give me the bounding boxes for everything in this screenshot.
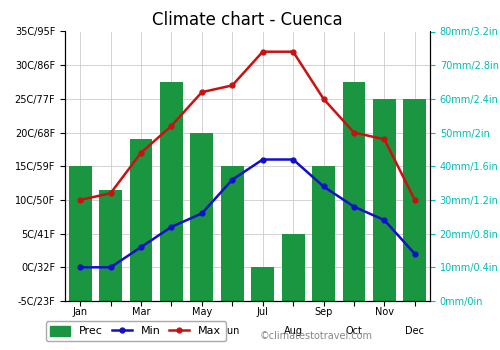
Bar xyxy=(221,166,244,301)
Legend: Prec, Min, Max: Prec, Min, Max xyxy=(46,321,226,341)
Bar xyxy=(130,139,152,301)
Bar xyxy=(312,166,335,301)
Text: Apr: Apr xyxy=(163,326,180,336)
Text: ©climatestotravel.com: ©climatestotravel.com xyxy=(260,331,373,341)
Bar xyxy=(404,99,426,301)
Title: Climate chart - Cuenca: Climate chart - Cuenca xyxy=(152,10,343,29)
Bar xyxy=(160,82,183,301)
Bar xyxy=(69,166,92,301)
Bar xyxy=(190,133,214,301)
Bar xyxy=(342,82,365,301)
Bar xyxy=(99,190,122,301)
Text: Oct: Oct xyxy=(346,326,362,336)
Text: Dec: Dec xyxy=(406,326,424,336)
Text: Jun: Jun xyxy=(224,326,240,336)
Text: Aug: Aug xyxy=(284,326,302,336)
Bar xyxy=(373,99,396,301)
Text: Feb: Feb xyxy=(102,326,120,336)
Bar xyxy=(282,234,304,301)
Bar xyxy=(252,267,274,301)
